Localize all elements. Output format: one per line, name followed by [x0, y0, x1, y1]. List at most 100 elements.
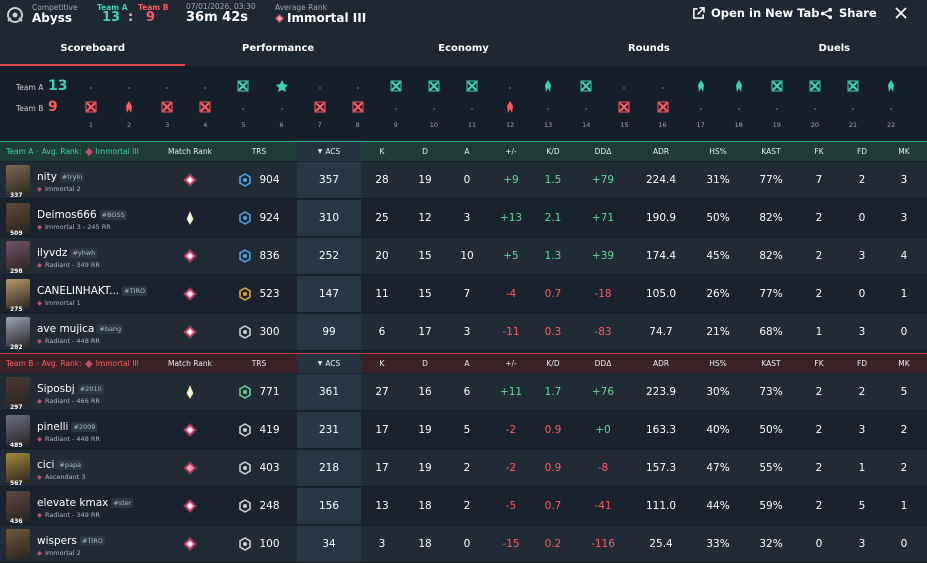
stat-hs: 44% [706, 500, 730, 512]
player-name[interactable]: cici #papa [37, 459, 84, 471]
column-header-dda[interactable]: DDΔ [594, 147, 612, 156]
trs-badge-icon [239, 287, 252, 301]
close-icon[interactable] [895, 7, 907, 19]
column-header-fk[interactable]: FK [814, 359, 824, 368]
agent-avatar[interactable]: 298 [6, 241, 30, 275]
player-rank-text: Radiant - 448 RR [45, 337, 100, 345]
column-header-hs[interactable]: HS% [709, 359, 727, 368]
column-header-fk[interactable]: FK [814, 147, 824, 156]
elimination-icon[interactable] [390, 80, 402, 92]
column-header-d[interactable]: D [422, 147, 428, 156]
open-new-tab-button[interactable]: Open in New Tab [692, 6, 820, 20]
elimination-icon[interactable] [199, 101, 211, 113]
column-header-dda[interactable]: DDΔ [594, 359, 612, 368]
agent-avatar[interactable]: 509 [6, 203, 30, 237]
team-a-separator: · [36, 147, 39, 156]
tab-performance[interactable]: Performance [242, 43, 315, 54]
agent-avatar[interactable]: 275 [6, 279, 30, 313]
player-name[interactable]: pinelli #2009 [37, 421, 98, 433]
column-header-fd[interactable]: FD [856, 147, 868, 156]
column-header-d[interactable]: D [422, 359, 428, 368]
stat-adr: 223.9 [645, 386, 677, 398]
column-header-a[interactable]: A [464, 147, 470, 156]
agent-avatar[interactable] [6, 529, 30, 559]
spike-icon[interactable] [542, 80, 554, 92]
agent-avatar[interactable]: 337 [6, 165, 30, 199]
column-header-kd[interactable]: K/D [546, 359, 560, 368]
column-header-kd[interactable]: K/D [546, 147, 560, 156]
column-header-k[interactable]: K [379, 359, 385, 368]
elimination-icon[interactable] [352, 101, 364, 113]
column-header-match_rank[interactable]: Match Rank [167, 359, 212, 368]
spike-icon[interactable] [733, 80, 745, 92]
player-row[interactable]: 509 Deimos666 #BOSS ◆ Immortal 3 - 245 RR 924… [0, 200, 927, 237]
elimination-icon[interactable] [771, 80, 783, 92]
column-header-mk[interactable]: MK [898, 359, 910, 368]
column-header-kast[interactable]: KAST [761, 147, 781, 156]
player-name[interactable]: wispers #TIRO [37, 535, 105, 547]
elimination-icon[interactable] [466, 80, 478, 92]
spike-icon[interactable] [123, 101, 135, 113]
defuse-icon[interactable] [275, 80, 288, 92]
player-name[interactable]: CANELINHAKT... #TIRO [37, 285, 148, 297]
player-name[interactable]: ilyvdz #yhwh [37, 247, 98, 259]
player-name[interactable]: Siposbj #2010 [37, 383, 104, 395]
stat-kast: 73% [759, 386, 783, 398]
column-header-mk[interactable]: MK [898, 147, 910, 156]
team-b-name: Team B [6, 359, 34, 368]
elimination-icon[interactable] [428, 80, 440, 92]
player-row[interactable]: 275 CANELINHAKT... #TIRO ◆ Immortal 1 523 147 1… [0, 276, 927, 313]
agent-avatar[interactable]: 567 [6, 453, 30, 487]
player-row[interactable]: 489 pinelli #2009 ◆ Radiant - 448 RR 419 231 17… [0, 412, 927, 449]
agent-avatar[interactable]: 282 [6, 317, 30, 351]
column-header-trs[interactable]: TRS [251, 359, 267, 368]
column-header-pm[interactable]: +/- [505, 359, 517, 368]
spike-icon[interactable] [504, 101, 516, 113]
tab-scoreboard[interactable]: Scoreboard [0, 36, 186, 66]
column-header-adr[interactable]: ADR [652, 147, 670, 156]
player-row[interactable]: 436 elevate kmax #ster ◆ Radiant - 349 RR 248… [0, 488, 927, 525]
spike-icon[interactable] [885, 80, 897, 92]
elimination-icon[interactable] [237, 80, 249, 92]
agent-avatar[interactable]: 436 [6, 491, 30, 525]
column-header-acs[interactable]: ▼ ACS [297, 142, 361, 161]
player-name[interactable]: Deimos666 #BOSS [37, 209, 127, 221]
column-header-hs[interactable]: HS% [709, 147, 727, 156]
round-number: 17 [696, 121, 705, 129]
column-header-k[interactable]: K [379, 147, 385, 156]
column-header-match_rank[interactable]: Match Rank [167, 147, 212, 156]
player-row[interactable]: 337 nity #tryln ◆ Immortal 2 904 357 28 19 0 +9 1.5… [0, 162, 927, 199]
stat-dda: +71 [591, 212, 615, 224]
player-row[interactable]: 282 ave mujica #bang ◆ Radiant - 448 RR 300 99… [0, 314, 927, 351]
tab-duels[interactable]: Duels [818, 43, 851, 54]
column-header-acs[interactable]: ▼ ACS [297, 354, 361, 373]
column-header-a[interactable]: A [464, 359, 470, 368]
elimination-icon[interactable] [657, 101, 669, 113]
player-name[interactable]: nity #tryln [37, 171, 85, 183]
tab-rounds[interactable]: Rounds [627, 43, 670, 54]
spike-icon[interactable] [695, 80, 707, 92]
agent-avatar[interactable]: 489 [6, 415, 30, 449]
player-name[interactable]: elevate kmax #ster [37, 497, 134, 509]
elimination-icon[interactable] [314, 101, 326, 113]
column-header-fd[interactable]: FD [856, 359, 868, 368]
elimination-icon[interactable] [809, 80, 821, 92]
player-row[interactable]: 297 Siposbj #2010 ◆ Radiant - 466 RR 771 361 27… [0, 374, 927, 411]
column-header-kast[interactable]: KAST [761, 359, 781, 368]
elimination-icon[interactable] [847, 80, 859, 92]
player-row[interactable]: 298 ilyvdz #yhwh ◆ Radiant - 349 RR 836 252 20 1… [0, 238, 927, 275]
share-button[interactable]: Share [820, 6, 877, 20]
column-header-trs[interactable]: TRS [251, 147, 267, 156]
elimination-icon[interactable] [580, 80, 592, 92]
column-header-pm[interactable]: +/- [505, 147, 517, 156]
elimination-icon[interactable] [161, 101, 173, 113]
column-header-adr[interactable]: ADR [652, 359, 670, 368]
player-row[interactable]: 567 cici #papa ◆ Ascendant 3 403 218 17 19 2 -2 0.9… [0, 450, 927, 487]
player-row[interactable]: wispers #TIRO ◆ Immortal 2 100 34 3 18 0 -15 0.2 -1… [0, 526, 927, 563]
elimination-icon[interactable] [85, 101, 97, 113]
elimination-icon[interactable] [618, 101, 630, 113]
trs-cell: 924 [229, 200, 289, 236]
agent-avatar[interactable]: 297 [6, 377, 30, 411]
tab-economy[interactable]: Economy [438, 43, 489, 54]
player-name[interactable]: ave mujica #bang [37, 323, 124, 335]
